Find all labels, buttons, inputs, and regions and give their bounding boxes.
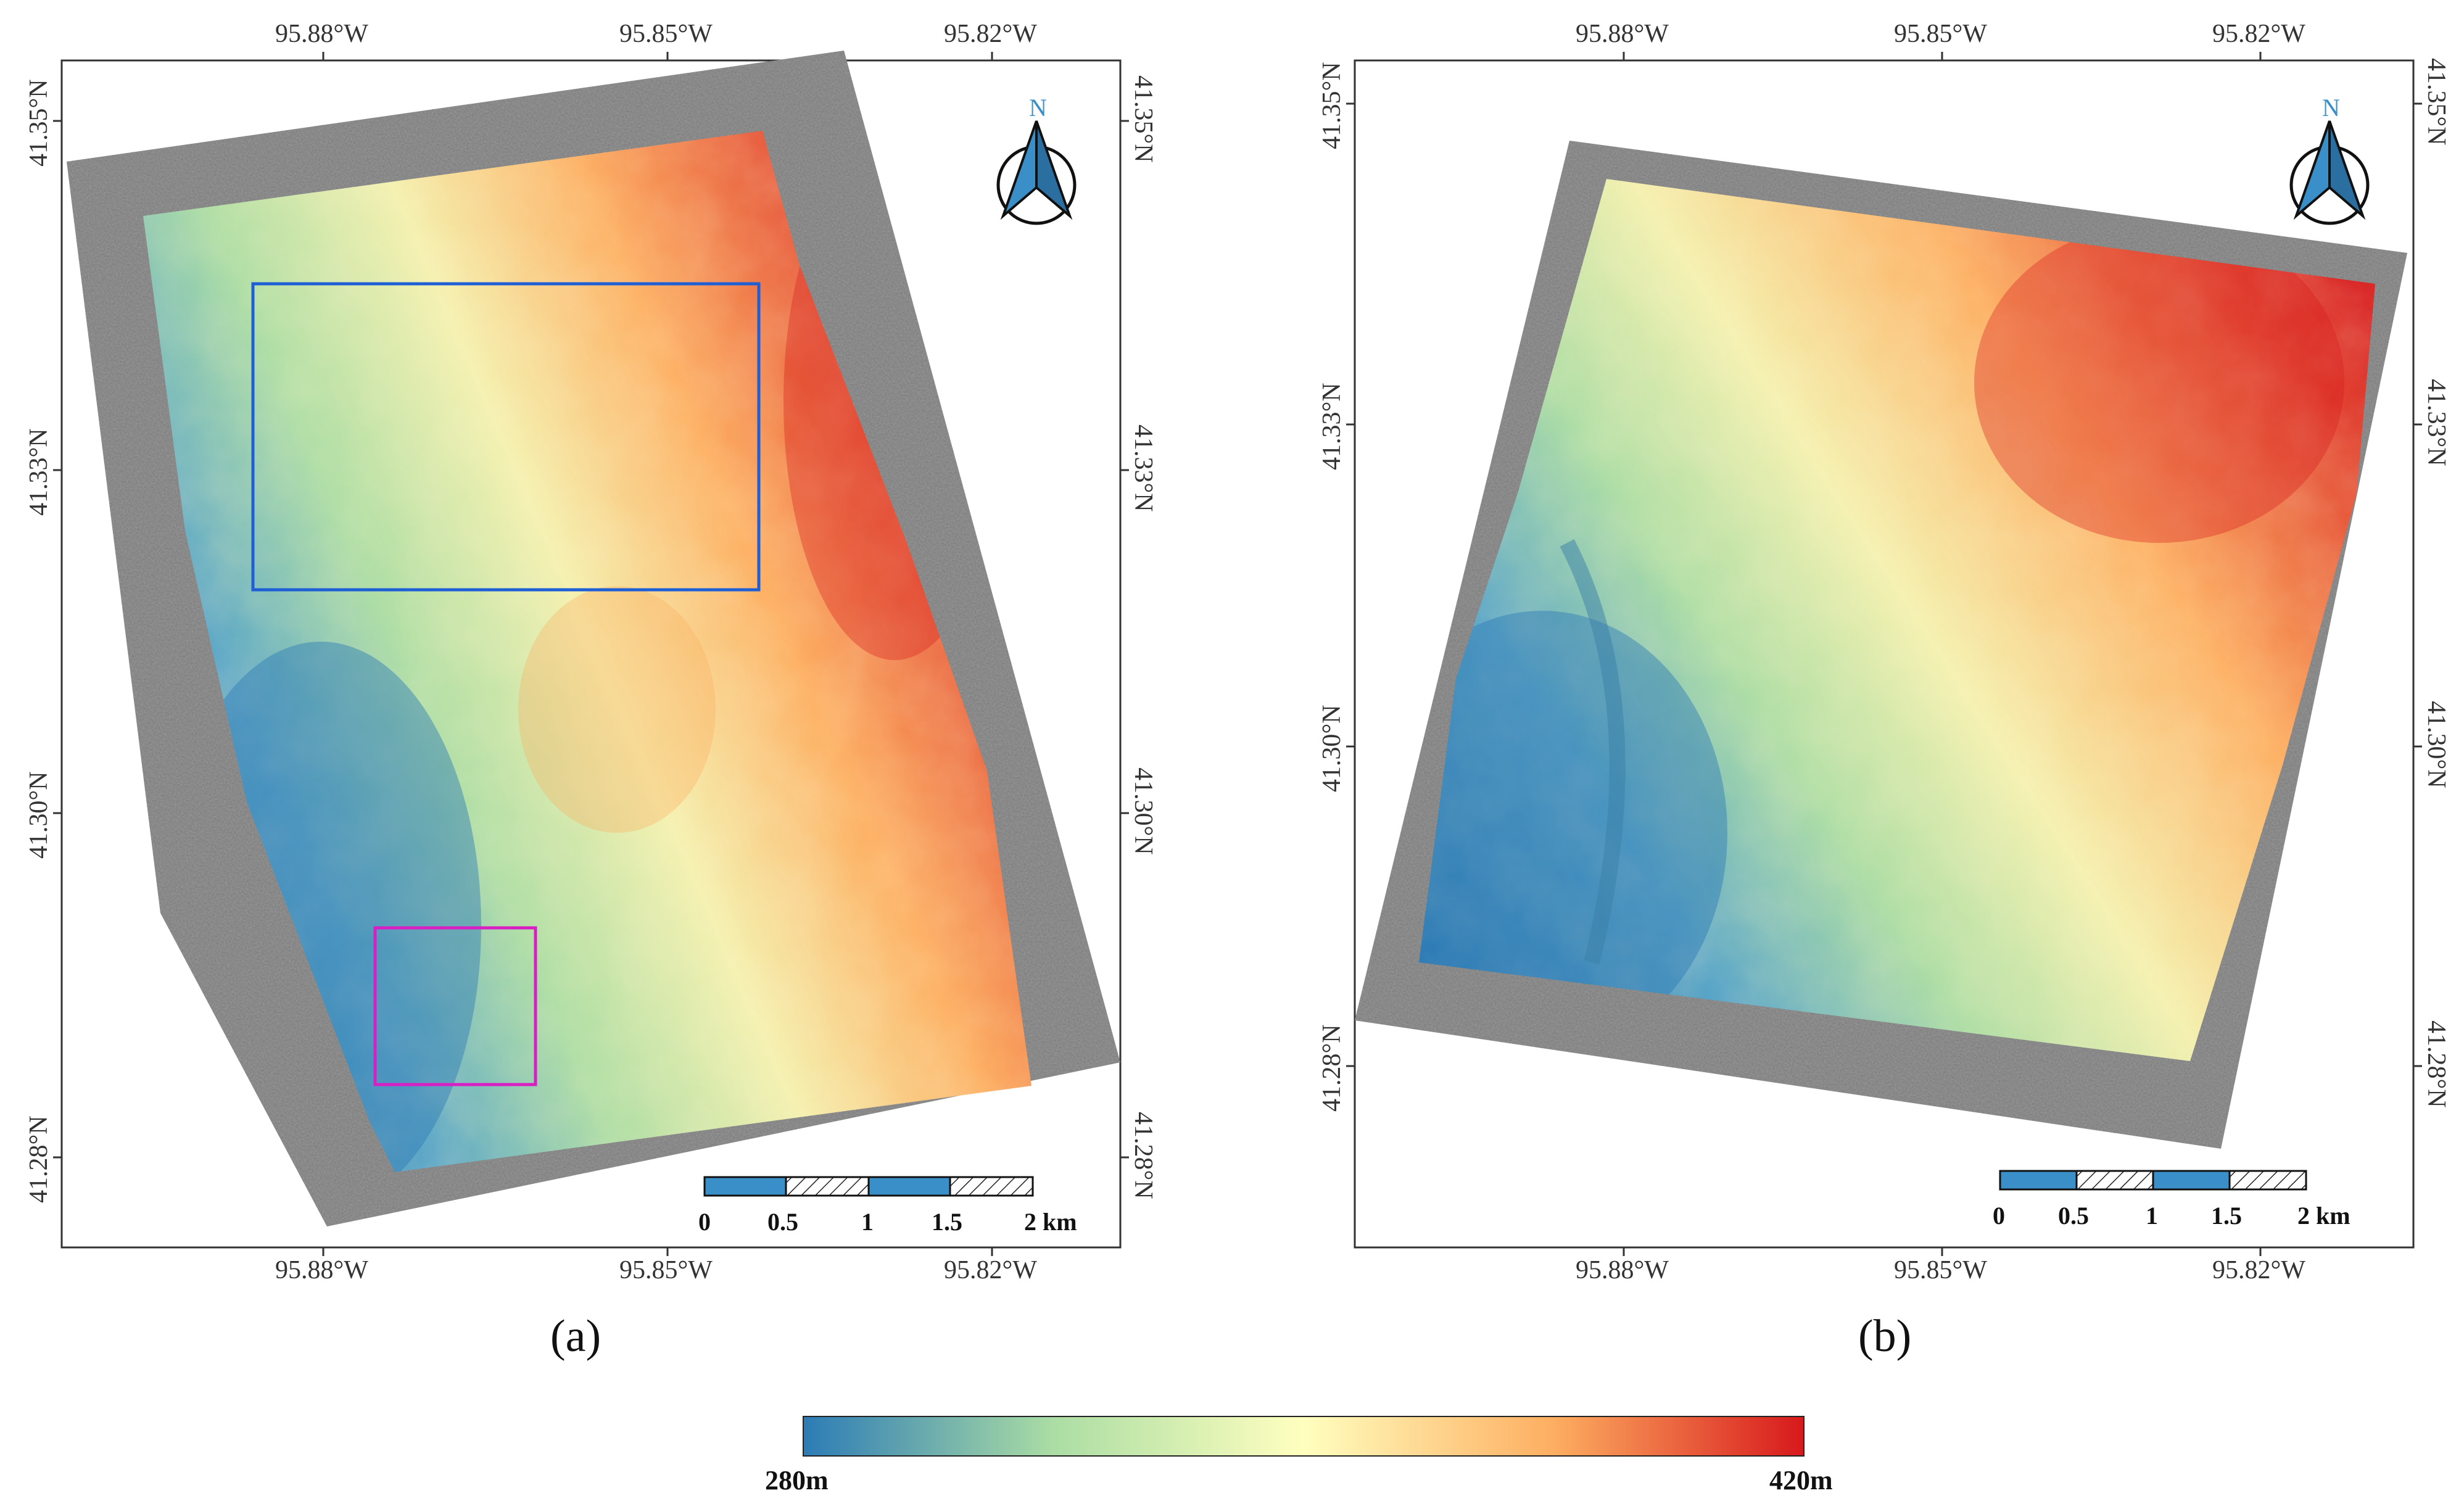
panel-a-lat-right-3: 41.30°N — [1129, 767, 1157, 855]
panel-b-lon-bottom-1: 95.88°W — [1576, 1256, 1669, 1284]
panel-a-scale-1: 1 — [861, 1208, 874, 1236]
panel-b-label: (b) — [1858, 1311, 1911, 1362]
panel-b-lon-bottom-3: 95.82°W — [2212, 1256, 2305, 1284]
panel-b-lon-top-1: 95.88°W — [1576, 20, 1669, 48]
panel-a-lon-top-1: 95.88°W — [275, 20, 368, 48]
panel-a-lat-left-1: 41.35°N — [25, 79, 53, 167]
colorbar-min-label: 280m — [765, 1465, 829, 1495]
panel-a-lon-bottom-2: 95.85°W — [619, 1256, 713, 1284]
panel-b-lat-left-2: 41.33°N — [1318, 382, 1346, 470]
panel-a-lon-top-2: 95.85°W — [619, 20, 713, 48]
panel-a: 95.88°W 95.85°W 95.82°W 95.88°W 95.85°W … — [25, 20, 1157, 1362]
panel-b-lat-right-3: 41.30°N — [2422, 701, 2450, 788]
panel-b: 95.88°W 95.85°W 95.82°W 95.88°W 95.85°W … — [1318, 20, 2450, 1362]
panel-b-scale-1-5: 1.5 — [2211, 1202, 2242, 1230]
panel-a-scale-bar: 0 0.5 1 1.5 2 km — [698, 1176, 1077, 1236]
panel-a-lon-top-3: 95.82°W — [944, 20, 1037, 48]
panel-a-ticks — [53, 52, 1129, 1256]
colorbar-max-label: 420m — [1769, 1465, 1833, 1495]
panel-a-blue-box — [251, 282, 761, 592]
panel-b-scale-1: 1 — [2146, 1202, 2158, 1230]
colorbar: 280m 420m — [765, 1416, 1833, 1495]
panel-a-north-arrow-icon: N — [996, 94, 1077, 225]
panel-b-ticks — [1346, 52, 2422, 1256]
panel-a-scale-0: 0 — [698, 1208, 711, 1236]
panel-a-north-label: N — [1029, 94, 1047, 122]
panel-a-scale-0-5: 0.5 — [767, 1208, 798, 1236]
panel-b-lat-right-1: 41.35°N — [2422, 58, 2450, 146]
panel-b-dem — [1419, 179, 2375, 1061]
panel-a-scale-2km: 2 km — [1024, 1208, 1077, 1236]
panel-a-lat-right-4: 41.28°N — [1129, 1112, 1157, 1199]
panel-a-lon-bottom-3: 95.82°W — [944, 1256, 1037, 1284]
panel-b-scale-bar: 0 0.5 1 1.5 2 km — [1993, 1170, 2350, 1230]
panel-b-scale-0-5: 0.5 — [2058, 1202, 2089, 1230]
panel-b-lat-left-3: 41.30°N — [1318, 705, 1346, 792]
panel-b-lon-top-2: 95.85°W — [1894, 20, 1987, 48]
panel-a-lat-left-3: 41.30°N — [25, 771, 53, 859]
panel-b-scale-2km: 2 km — [2297, 1202, 2350, 1230]
panel-b-lon-top-3: 95.82°W — [2212, 20, 2305, 48]
panel-a-magenta-box — [373, 926, 537, 1086]
panel-a-lat-right-1: 41.35°N — [1129, 75, 1157, 163]
panel-a-lat-left-4: 41.28°N — [25, 1115, 53, 1203]
panel-b-lat-right-2: 41.33°N — [2422, 379, 2450, 466]
panel-a-lon-bottom-1: 95.88°W — [275, 1256, 368, 1284]
panel-b-scale-0: 0 — [1993, 1202, 2005, 1230]
panel-a-lat-left-2: 41.33°N — [25, 428, 53, 516]
panel-a-scale-1-5: 1.5 — [932, 1208, 962, 1236]
panel-b-lat-left-4: 41.28°N — [1318, 1024, 1346, 1112]
panel-b-lat-left-1: 41.35°N — [1318, 62, 1346, 149]
panel-b-lon-bottom-2: 95.85°W — [1894, 1256, 1987, 1284]
panel-b-north-label: N — [2322, 94, 2340, 122]
panel-a-lat-right-2: 41.33°N — [1129, 424, 1157, 512]
panel-b-lat-right-4: 41.28°N — [2422, 1020, 2450, 1108]
panel-a-label: (a) — [550, 1311, 601, 1362]
colorbar-gradient — [803, 1416, 1805, 1457]
panel-b-north-arrow-icon: N — [2289, 94, 2370, 225]
